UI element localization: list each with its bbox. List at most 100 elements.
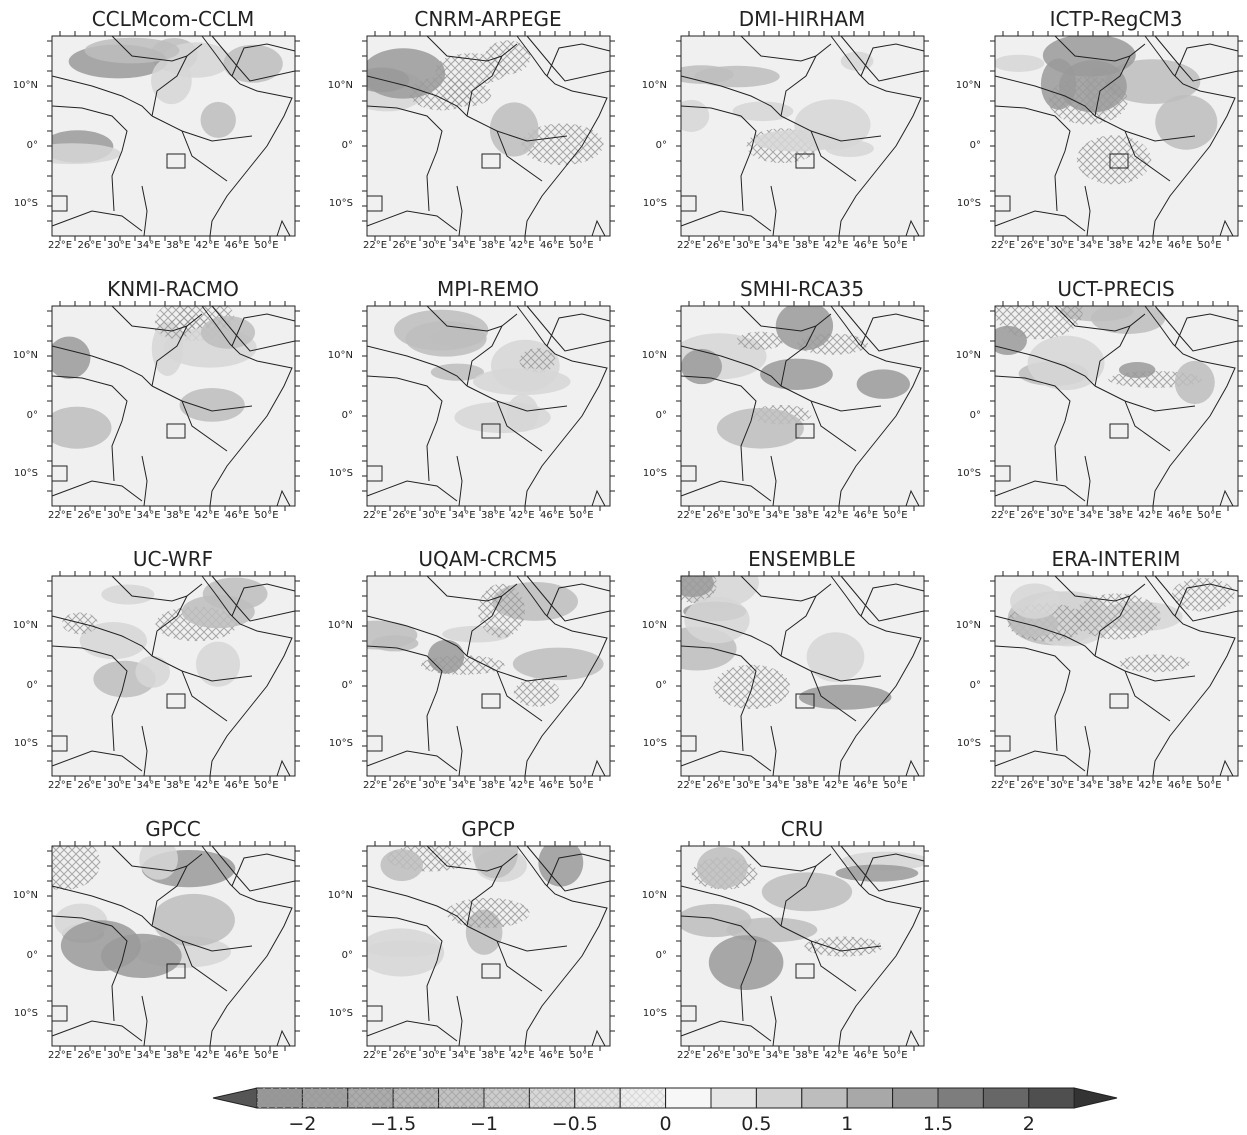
- shade-area: [512, 647, 604, 681]
- border: [426, 845, 503, 872]
- border: [680, 615, 782, 657]
- border: [1094, 43, 1146, 117]
- shade-area: [393, 309, 489, 351]
- lon-label: 46°E: [225, 1050, 249, 1061]
- border: [1154, 575, 1239, 622]
- map-panel: SMHI-RCA35 22°E 26°E 30°E 34°E 38°E 42°E 46°E 50…: [642, 277, 929, 521]
- lon-label: 30°E: [107, 510, 131, 521]
- colorbar-hatch: [484, 1088, 530, 1108]
- lat-label: 0°: [970, 140, 981, 151]
- colorbar-label: 1.5: [923, 1113, 953, 1135]
- lon-label: 34°E: [765, 510, 789, 521]
- map-shading: [367, 306, 610, 506]
- lon-label: 26°E: [706, 1050, 730, 1061]
- lon-label: 22°E: [677, 780, 701, 791]
- border: [211, 575, 296, 622]
- coastline: [201, 575, 293, 777]
- map-panel: GPCC 22°E 26°E 30°E 34°E 38°E 42°E 46°E 50°E 10°N…: [13, 817, 300, 1061]
- shade-area: [995, 325, 1027, 355]
- border: [770, 725, 777, 777]
- border: [770, 455, 777, 507]
- border: [366, 645, 443, 752]
- shade-area: [135, 655, 171, 688]
- map-shading: [681, 306, 924, 506]
- coastline: [516, 575, 608, 777]
- border: [51, 75, 153, 117]
- map-shading: [367, 846, 610, 1046]
- lat-label: 0°: [342, 950, 353, 961]
- panel-title: ERA-INTERIM: [1052, 547, 1181, 571]
- border: [141, 995, 148, 1047]
- panel-title: CNRM-ARPEGE: [414, 7, 561, 31]
- lon-label: 26°E: [706, 240, 730, 251]
- border: [366, 105, 443, 212]
- lon-label: 34°E: [136, 240, 160, 251]
- lon-label: 50°E: [1197, 510, 1221, 521]
- lon-label: 22°E: [363, 780, 387, 791]
- lat-label: 10°S: [643, 738, 667, 749]
- lon-label: 22°E: [677, 1050, 701, 1061]
- border: [151, 43, 203, 117]
- colorbar-hatch: [574, 1088, 621, 1108]
- border: [52, 735, 68, 752]
- lon-label: 46°E: [540, 780, 564, 791]
- border: [141, 725, 148, 777]
- map-panel: UC-WRF 22°E 26°E 30°E 34°E 38°E 42°E 46°E 50°E 10…: [13, 547, 300, 791]
- border: [1094, 583, 1146, 657]
- border: [770, 185, 777, 237]
- colorbar-label: 0: [660, 1113, 672, 1135]
- border: [1094, 655, 1196, 682]
- lat-label: 10°S: [329, 738, 353, 749]
- lon-label: 42°E: [824, 780, 848, 791]
- shade-area: [835, 864, 919, 882]
- border: [840, 35, 925, 82]
- map-frame: [994, 575, 1239, 777]
- lon-label: 30°E: [422, 780, 446, 791]
- lon-label: 50°E: [883, 780, 907, 791]
- border: [1219, 489, 1234, 507]
- border: [231, 313, 296, 347]
- lon-label: 22°E: [363, 510, 387, 521]
- border: [860, 853, 925, 887]
- panel-title: KNMI-RACMO: [107, 277, 239, 301]
- shade-area: [681, 903, 752, 938]
- border: [51, 375, 128, 482]
- lon-label: 50°E: [569, 240, 593, 251]
- shade-area: [775, 306, 834, 351]
- lon-label: 46°E: [854, 780, 878, 791]
- border: [366, 345, 468, 387]
- border: [840, 575, 925, 622]
- shade-area: [473, 368, 571, 396]
- lake: [795, 423, 815, 439]
- border: [367, 195, 383, 212]
- lat-label: 0°: [970, 680, 981, 691]
- border: [366, 750, 458, 772]
- lat-label: 0°: [656, 410, 667, 421]
- border: [780, 385, 882, 412]
- border: [680, 375, 757, 482]
- border: [366, 375, 443, 482]
- lon-label: 46°E: [225, 240, 249, 251]
- border: [151, 313, 203, 387]
- lat-label: 10°S: [14, 738, 38, 749]
- map-shading: [367, 576, 610, 776]
- panel-title: CRU: [781, 817, 824, 841]
- lon-label: 30°E: [736, 510, 760, 521]
- lat-label: 10°S: [643, 468, 667, 479]
- border: [680, 105, 757, 212]
- shade-area: [760, 358, 833, 390]
- map-shading: [52, 846, 295, 1046]
- border: [740, 845, 817, 872]
- shade-area: [1048, 76, 1128, 125]
- border: [680, 345, 782, 387]
- lon-label: 34°E: [136, 510, 160, 521]
- colorbar-label: −1.5: [370, 1113, 416, 1135]
- lon-label: 50°E: [569, 510, 593, 521]
- panel-title: DMI-HIRHAM: [739, 7, 866, 31]
- border: [740, 35, 817, 62]
- shade-area: [1105, 59, 1201, 104]
- border: [860, 43, 925, 77]
- shade-area: [380, 849, 424, 882]
- shade-area: [732, 101, 794, 122]
- colorbar-box: [1028, 1087, 1075, 1109]
